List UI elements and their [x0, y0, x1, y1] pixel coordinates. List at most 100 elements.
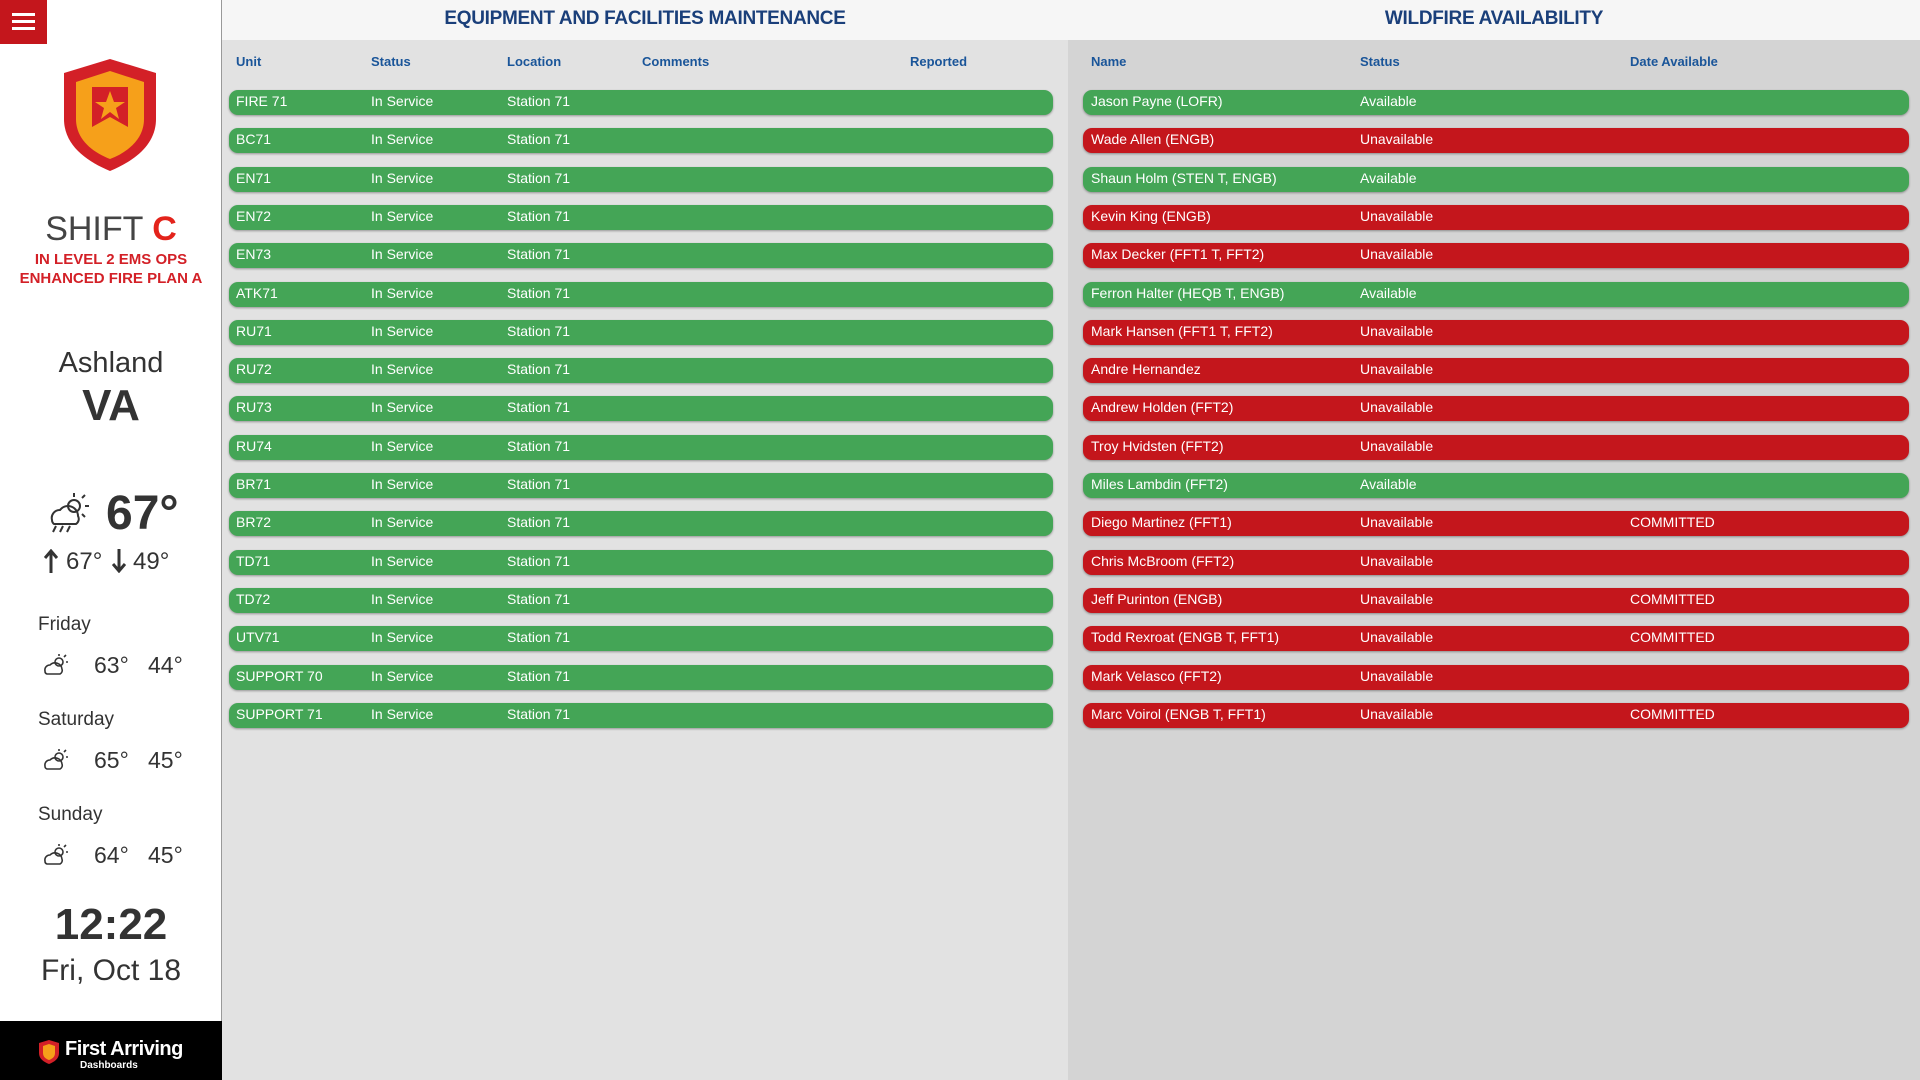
table-cell: In Service [371, 476, 434, 492]
table-cell: Kevin King (ENGB) [1091, 207, 1211, 224]
table-row: BR71 In Service Station 71 [229, 473, 1053, 498]
table-row: SUPPORT 70 In Service Station 71 [229, 664, 1053, 690]
table-cell: EN73 [236, 246, 272, 263]
table-cell: In Service [371, 322, 434, 339]
table-cell: COMMITTED [1630, 705, 1715, 722]
table-cell: BC71 [236, 131, 272, 148]
table-cell: Station 71 [507, 437, 571, 454]
table-cell: FIRE 71 [236, 93, 288, 109]
table-cell: RU71 [236, 322, 272, 339]
table-cell: Unavailable [1360, 437, 1434, 454]
forecast-icon [40, 747, 70, 780]
table-row: EN73 In Service Station 71 [229, 243, 1053, 269]
table-cell: In Service [371, 705, 434, 722]
forecast-day: Sunday [38, 804, 103, 825]
table-cell: RU72 [236, 361, 272, 378]
table-cell: In Service [371, 93, 434, 109]
footer-logo [39, 1040, 59, 1064]
table-cell: Shaun Holm (STEN T, ENGB) [1091, 169, 1277, 186]
table-cell: In Service [371, 131, 434, 148]
table-cell: In Service [371, 169, 434, 186]
table-row: UTV71 In Service Station 71 [229, 626, 1053, 652]
shift-label: SHIFT [45, 210, 143, 248]
table-cell: Available [1360, 93, 1417, 109]
table-row: RU74 In Service Station 71 [229, 434, 1053, 460]
table-row: RU71 In Service Station 71 [229, 319, 1053, 345]
table-cell: Diego Martinez (FFT1) [1091, 514, 1232, 531]
table-cell: Unavailable [1360, 399, 1434, 416]
panel-header [222, 0, 1068, 40]
forecast-icon [40, 842, 70, 875]
table-row: Ferron Halter (HEQB T, ENGB) Available [1083, 281, 1909, 307]
table-cell: COMMITTED [1630, 514, 1715, 531]
table-cell: In Service [371, 667, 434, 684]
table-row: Mark Hansen (FFT1 T, FFT2) Unavailable [1083, 319, 1909, 345]
footer: First Arriving Dashboards [0, 1021, 222, 1080]
status-line: IN LEVEL 2 EMS OPS [34, 251, 188, 268]
table-row: Max Decker (FFT1 T, FFT2) Unavailable [1083, 243, 1909, 269]
table-cell: Station 71 [507, 514, 571, 531]
table-cell: Station 71 [507, 552, 571, 569]
menu-button[interactable] [0, 0, 47, 44]
table-cell: Unavailable [1360, 552, 1434, 569]
table-cell: Andrew Holden (FFT2) [1091, 399, 1234, 416]
table-row: Jeff Purinton (ENGB) Unavailable COMMITTED [1083, 587, 1909, 613]
table-row: Jason Payne (LOFR) Available [1083, 90, 1909, 115]
table-cell: Jason Payne (LOFR) [1091, 93, 1223, 109]
table-cell: In Service [371, 399, 434, 416]
table-cell: Ferron Halter (HEQB T, ENGB) [1091, 284, 1285, 301]
table-cell: Unavailable [1360, 131, 1434, 148]
table-cell: Station 71 [507, 322, 571, 339]
table-cell: In Service [371, 284, 434, 301]
table-cell: Station 71 [507, 705, 571, 722]
panel-header [1068, 0, 1920, 40]
forecast-high: 64° [94, 842, 129, 868]
table-cell: Station 71 [507, 284, 571, 301]
forecast-low: 45° [148, 842, 183, 868]
column-header: Reported [910, 54, 968, 69]
table-row: RU73 In Service Station 71 [229, 396, 1053, 422]
table-row: Kevin King (ENGB) Unavailable [1083, 204, 1909, 230]
table-cell: Marc Voirol (ENGB T, FFT1) [1091, 705, 1266, 722]
table-cell: SUPPORT 70 [236, 667, 323, 684]
table-cell: Available [1360, 476, 1417, 492]
table-cell: Station 71 [507, 629, 571, 646]
table-row: Andrew Holden (FFT2) Unavailable [1083, 396, 1909, 422]
table-row: Miles Lambdin (FFT2) Available [1083, 473, 1909, 498]
table-cell: COMMITTED [1630, 590, 1715, 607]
table-row: Mark Velasco (FFT2) Unavailable [1083, 664, 1909, 690]
table-cell: Unavailable [1360, 246, 1434, 263]
table-row: Wade Allen (ENGB) Unavailable [1083, 128, 1909, 154]
table-cell: In Service [371, 207, 434, 224]
table-cell: Miles Lambdin (FFT2) [1091, 476, 1228, 492]
table-cell: In Service [371, 590, 434, 607]
shift: SHIFT C [0, 210, 222, 249]
table-cell: BR71 [236, 476, 272, 492]
table-cell: Andre Hernandez [1091, 361, 1201, 378]
table-cell: TD72 [236, 590, 271, 607]
table-cell: Mark Hansen (FFT1 T, FFT2) [1091, 322, 1273, 339]
table-row: BC71 In Service Station 71 [229, 128, 1053, 154]
table-cell: ATK71 [236, 284, 278, 301]
table-cell: Station 71 [507, 93, 571, 109]
current-temp: 67° [106, 487, 179, 540]
panel-title: EQUIPMENT AND FACILITIES MAINTENANCE [444, 8, 846, 29]
table-cell: Station 71 [507, 399, 571, 416]
menu-icon [12, 13, 35, 30]
forecast-day: Friday [38, 614, 91, 635]
brand-sub: Dashboards [80, 1060, 138, 1071]
table-cell: Unavailable [1360, 207, 1434, 224]
table-cell: Station 71 [507, 361, 571, 378]
logo [64, 59, 156, 171]
table-cell: TD71 [236, 552, 271, 569]
table-cell: Station 71 [507, 590, 571, 607]
table-cell: In Service [371, 437, 434, 454]
column-header: Date Available [1630, 54, 1718, 69]
table-cell: RU74 [236, 437, 272, 454]
table-cell: Todd Rexroat (ENGB T, FFT1) [1091, 629, 1280, 646]
table-row: Diego Martinez (FFT1) Unavailable COMMITTE… [1083, 511, 1909, 537]
table-row: Shaun Holm (STEN T, ENGB) Available [1083, 166, 1909, 192]
table-cell: Unavailable [1360, 705, 1434, 722]
sidebar: SHIFT C IN LEVEL 2 EMS OPS ENHANCED FIRE… [0, 0, 222, 1080]
date: Fri, Oct 18 [40, 954, 182, 987]
